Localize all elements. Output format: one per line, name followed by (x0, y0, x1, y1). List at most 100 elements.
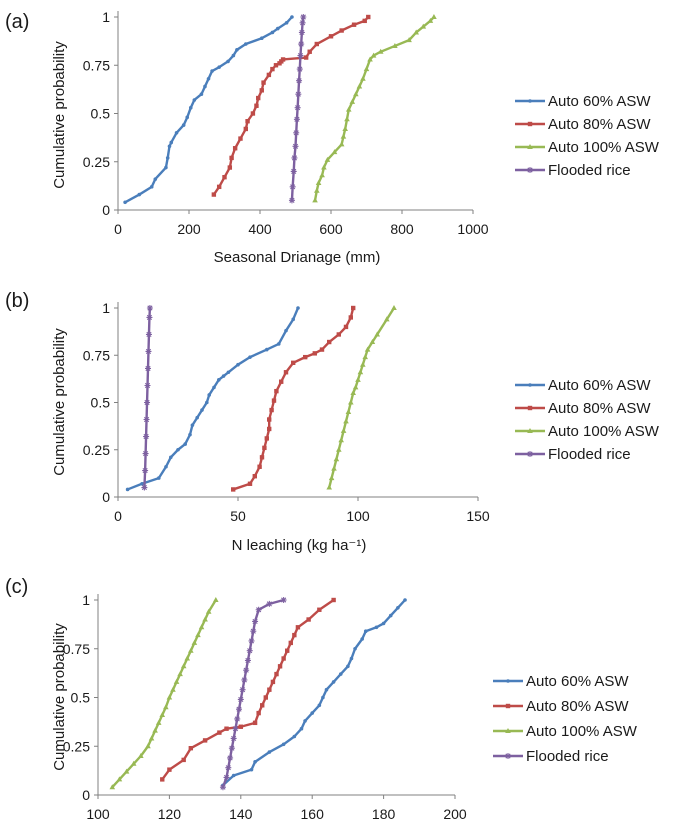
x-tick-label: 100 (346, 508, 370, 524)
y-tick-label: 1 (102, 300, 110, 316)
legend-marker (528, 383, 532, 387)
data-point (155, 719, 162, 725)
data-point (362, 354, 368, 360)
data-point (137, 192, 142, 197)
x-tick-label: 160 (301, 806, 325, 822)
y-tick-label: 0 (82, 787, 90, 803)
series-line (313, 16, 435, 201)
y-axis-label-c: Cumulative probability (51, 623, 68, 771)
data-point (123, 768, 130, 774)
data-point (369, 339, 376, 345)
data-point (149, 185, 154, 189)
legend-marker (527, 167, 533, 173)
data-point (228, 745, 235, 752)
data-point (351, 305, 356, 311)
legend-marker (505, 703, 511, 709)
data-point (271, 398, 277, 403)
data-point (319, 172, 325, 178)
panel-a: (a) Cumulative probability Seasonal Dria… (5, 9, 660, 266)
data-point (254, 103, 259, 108)
data-point (338, 672, 343, 676)
data-point (226, 59, 230, 64)
legend-marker (527, 144, 533, 149)
legend-marker (527, 428, 533, 433)
y-axis-label-a: Cumulative probability (51, 41, 68, 189)
data-point (173, 678, 180, 684)
data-point (144, 399, 151, 406)
data-point (274, 671, 279, 677)
data-point (292, 143, 299, 150)
data-point (170, 686, 176, 692)
legend-label: Auto 80% ASW (526, 698, 629, 715)
data-point (224, 726, 229, 731)
data-point (343, 418, 349, 424)
series-line (290, 16, 305, 201)
data-point (275, 26, 280, 31)
ticks-b: 0 0.25 0.5 0.75 1 0 50 100 150 (83, 300, 490, 524)
data-point (392, 42, 398, 48)
data-point (290, 168, 297, 175)
x-tick-label: 1000 (457, 221, 488, 237)
data-point (188, 647, 194, 653)
data-point (261, 80, 266, 85)
data-point (298, 41, 305, 48)
data-point (167, 767, 172, 772)
legend-label: Flooded rice (526, 748, 609, 765)
y-tick-label: 1 (102, 9, 110, 25)
data-point (257, 464, 262, 469)
series-flooded-rice (141, 305, 153, 491)
data-point (303, 354, 308, 360)
data-point (203, 84, 207, 89)
data-point (246, 647, 253, 654)
data-point (252, 720, 258, 726)
legend-entry: Auto 60% ASW (493, 673, 629, 690)
data-point (294, 104, 301, 111)
x-tick-label: 100 (86, 806, 110, 822)
legend-entry: Auto 80% ASW (515, 400, 651, 417)
data-point (336, 332, 341, 337)
y-tick-label: 0.25 (83, 442, 110, 458)
data-point (210, 69, 214, 73)
data-point (274, 388, 279, 394)
data-point (374, 625, 379, 630)
series-auto-100-asw (312, 14, 437, 203)
data-point (360, 75, 366, 81)
data-point (185, 115, 190, 120)
data-point (166, 694, 173, 700)
data-point (244, 657, 251, 664)
data-point (340, 427, 347, 433)
data-point (292, 734, 297, 739)
data-point (146, 314, 153, 321)
data-point (160, 777, 165, 782)
data-point (202, 616, 208, 622)
data-point (184, 655, 191, 661)
data-point (314, 41, 319, 47)
data-point (312, 197, 318, 203)
data-point (333, 456, 340, 462)
data-point (351, 22, 357, 27)
x-tick-label: 140 (229, 806, 253, 822)
data-point (227, 754, 234, 761)
data-point (357, 369, 364, 375)
data-point (348, 315, 353, 320)
data-point (165, 156, 170, 160)
data-point (363, 66, 370, 72)
plot-area-c (109, 597, 407, 791)
data-point (364, 346, 371, 352)
panel-c: (c) Cumulative probability 0 0.25 0.5 0.75 1… (5, 576, 638, 822)
data-point (321, 695, 325, 700)
legend-entry: Flooded rice (515, 162, 631, 179)
data-point (243, 667, 250, 674)
data-point (248, 355, 252, 359)
data-point (420, 23, 427, 29)
data-point (244, 42, 248, 46)
data-point (299, 726, 304, 731)
legend-marker (527, 405, 533, 411)
data-point (237, 696, 244, 703)
data-point (263, 695, 268, 700)
data-point (296, 66, 303, 73)
data-point (427, 17, 434, 23)
legend-b: Auto 60% ASW Auto 80% ASW Auto 100% ASW Flo… (515, 377, 660, 463)
data-point (360, 637, 364, 641)
data-point (247, 481, 253, 486)
